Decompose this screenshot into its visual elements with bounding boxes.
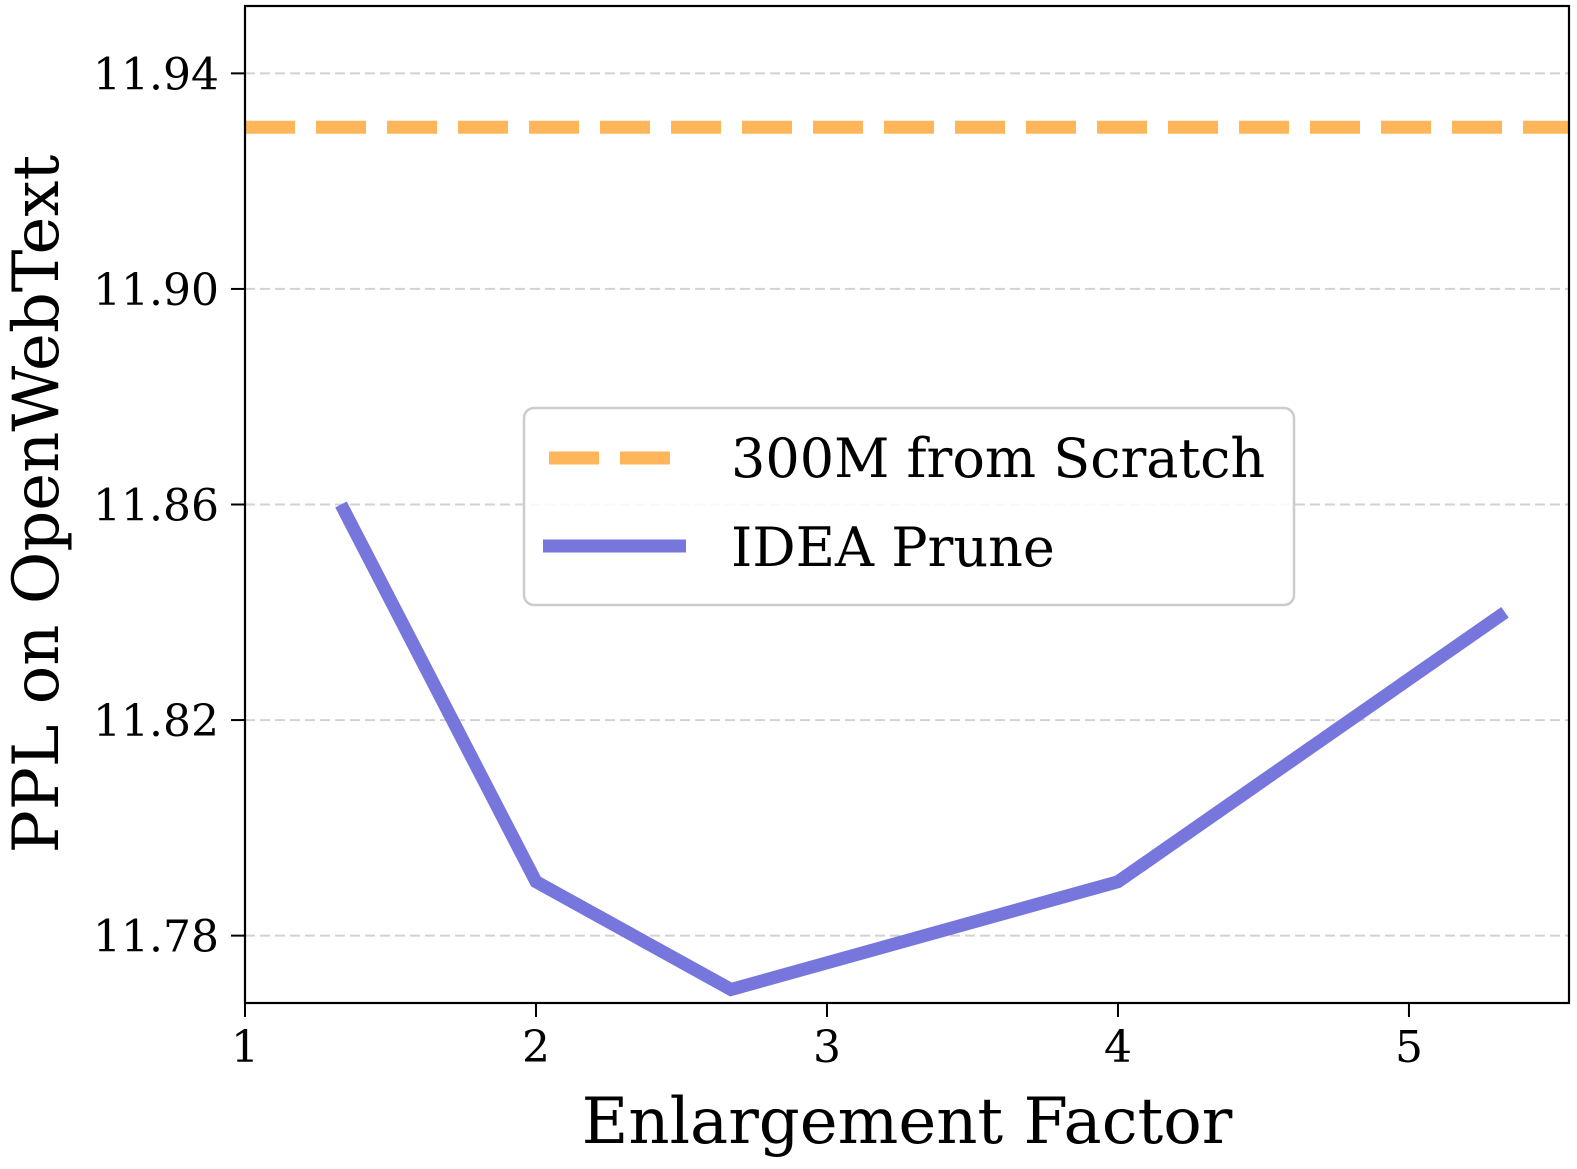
y-tick-label-11-94: 11.94 bbox=[93, 49, 219, 100]
x-tick-label-3: 3 bbox=[813, 1022, 841, 1073]
series-line-idea-prune bbox=[335, 501, 1509, 997]
y-tick-label-11-82: 11.82 bbox=[93, 696, 219, 747]
x-axis-title: Enlargement Factor bbox=[582, 1085, 1233, 1159]
y-axis-ticks: 11.78 11.82 11.86 11.90 11.94 bbox=[93, 49, 245, 963]
legend-frame bbox=[522, 406, 1296, 607]
y-tick-label-11-78: 11.78 bbox=[93, 912, 219, 963]
x-tick-label-1: 1 bbox=[231, 1022, 259, 1073]
x-tick-label-5: 5 bbox=[1395, 1022, 1423, 1073]
y-tick-label-11-86: 11.86 bbox=[93, 481, 219, 532]
x-tick-label-4: 4 bbox=[1104, 1022, 1132, 1073]
series-layer bbox=[245, 120, 1569, 997]
legend-label-300m-from-scratch: 300M from Scratch bbox=[731, 427, 1265, 490]
y-axis-title: PPL on OpenWebText bbox=[0, 155, 74, 854]
legend: 300M from Scratch IDEA Prune bbox=[522, 406, 1296, 607]
legend-label-idea-prune: IDEA Prune bbox=[731, 516, 1055, 579]
x-axis-ticks: 1 2 3 4 5 bbox=[231, 1003, 1423, 1073]
y-tick-label-11-90: 11.90 bbox=[93, 265, 219, 316]
x-tick-label-2: 2 bbox=[522, 1022, 550, 1073]
